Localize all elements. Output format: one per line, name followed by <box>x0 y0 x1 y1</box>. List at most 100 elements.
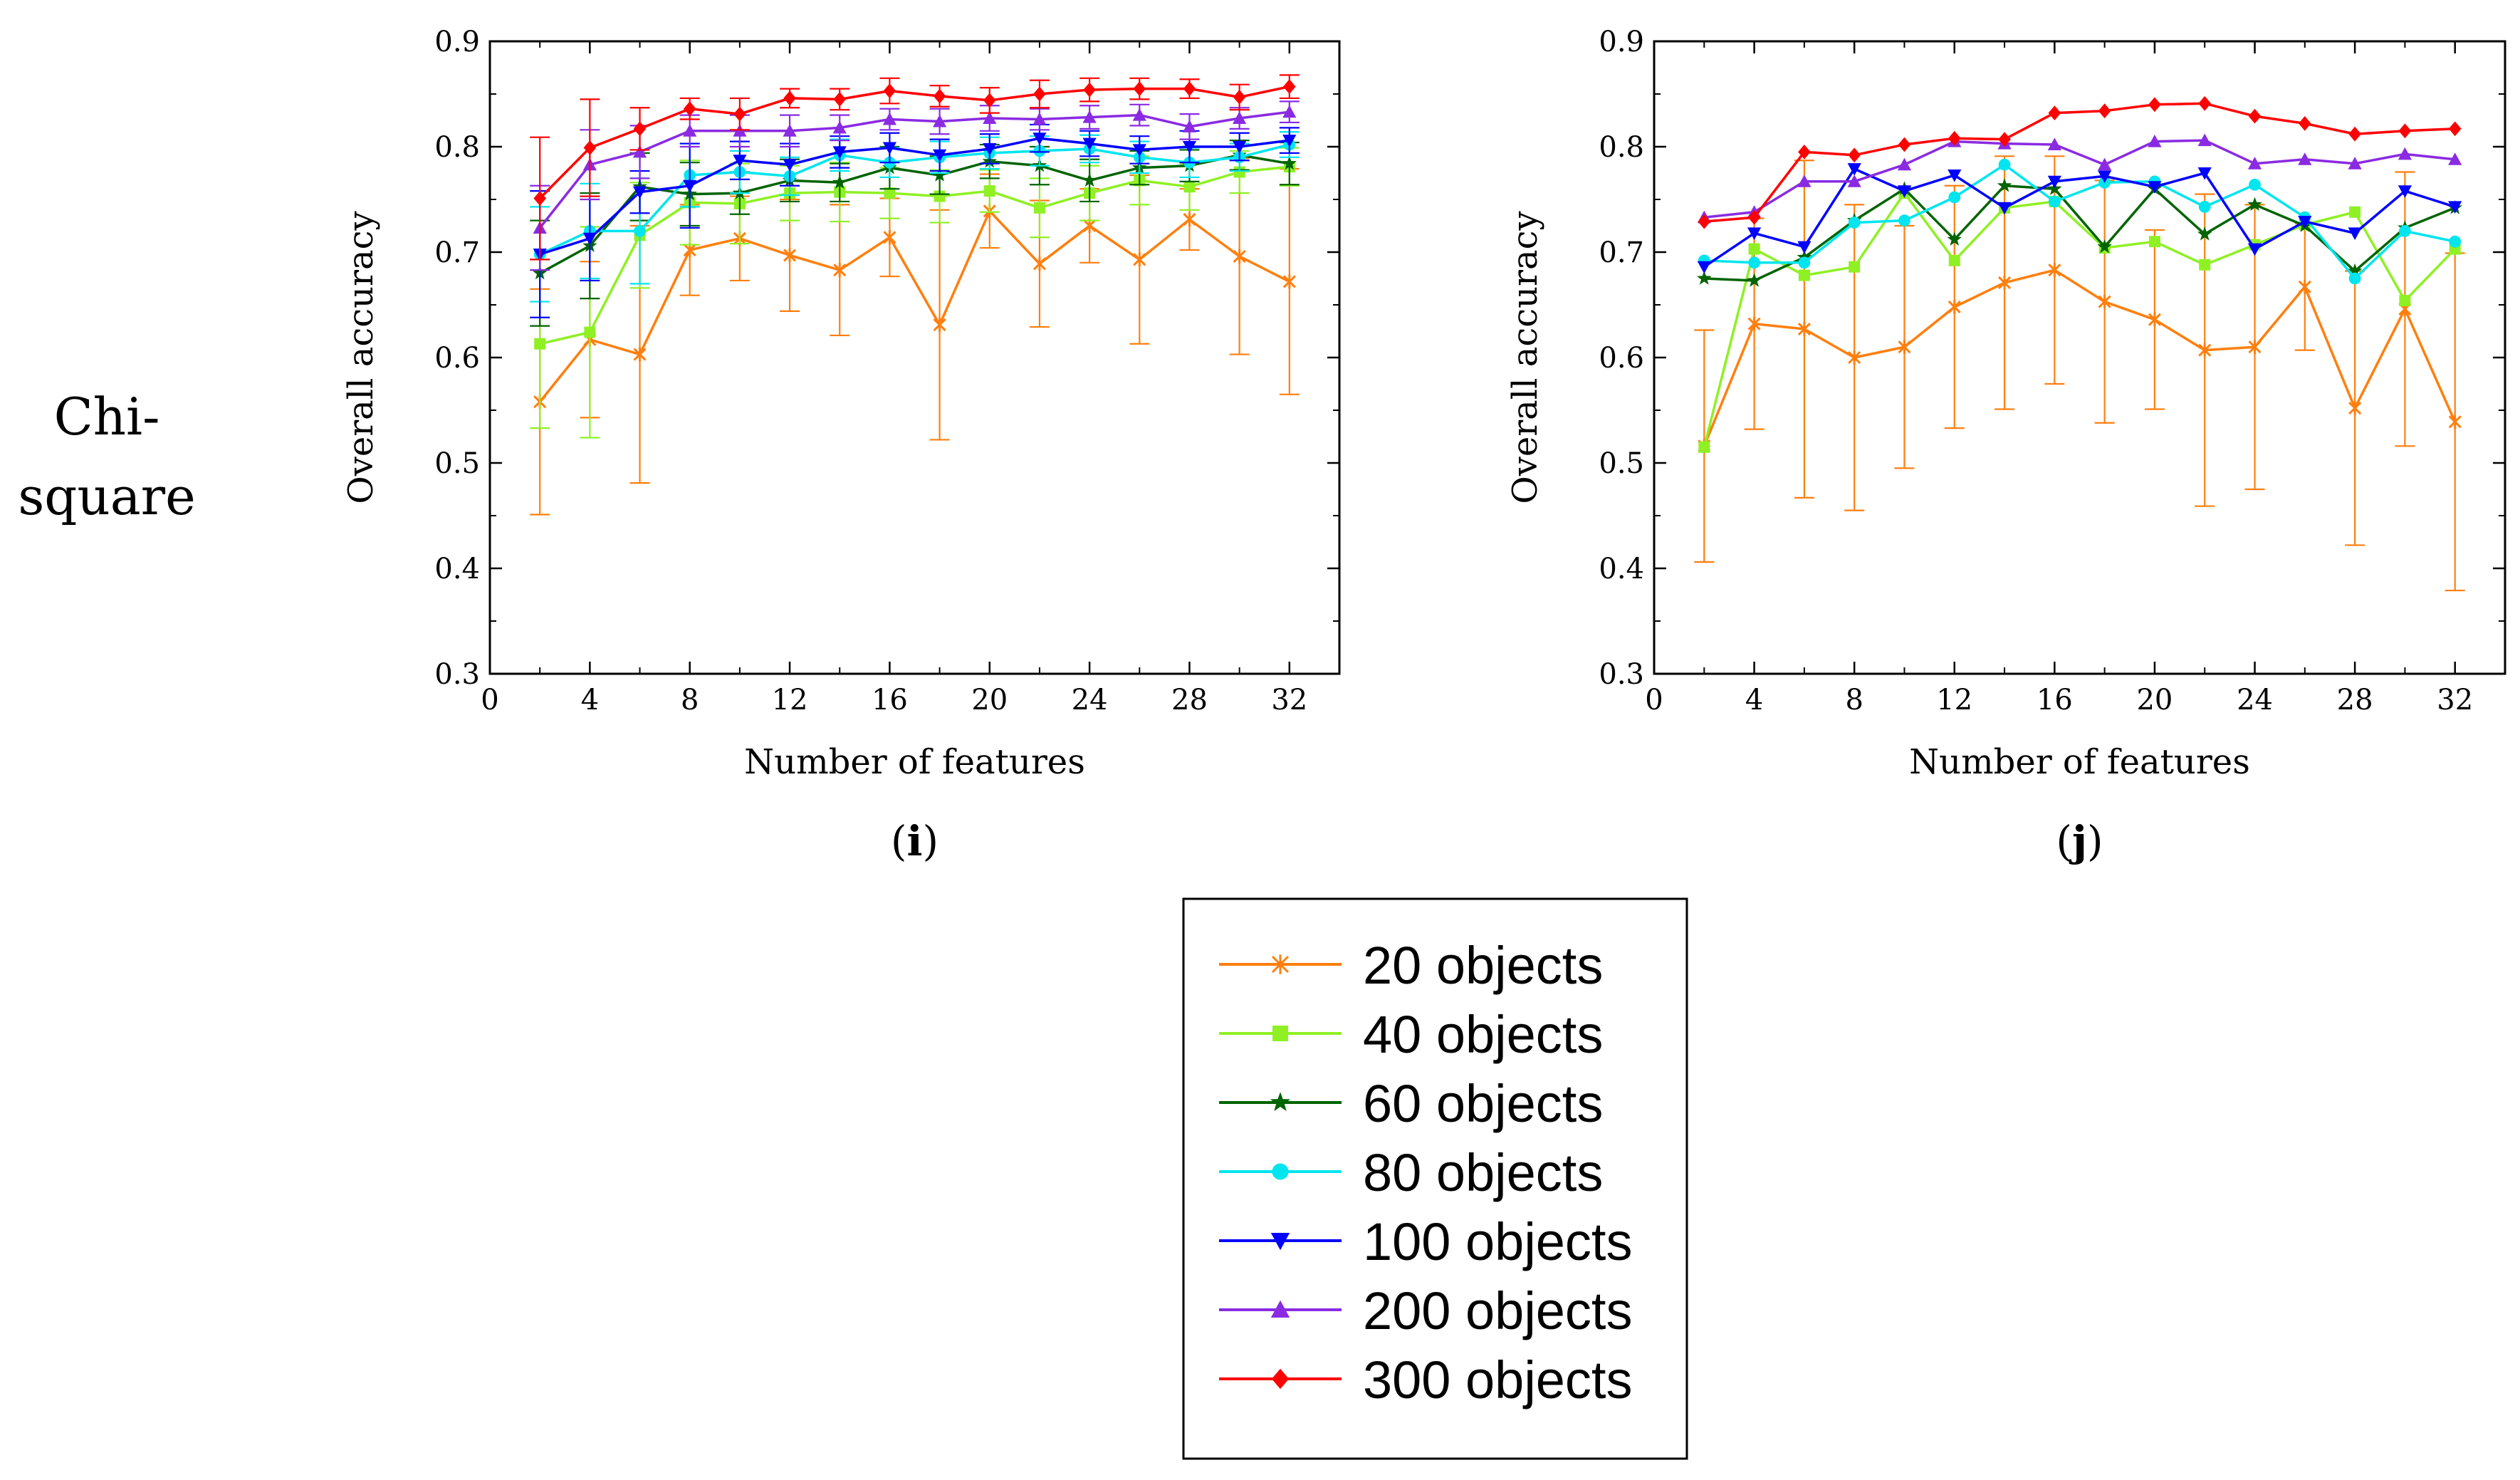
data-point <box>832 174 847 189</box>
panel-letter: i <box>906 817 922 865</box>
panel-label: (i) <box>891 817 939 865</box>
data-point <box>2048 105 2061 120</box>
series-line <box>539 154 1290 275</box>
data-point <box>2148 181 2162 194</box>
y-tick-label: 0.9 <box>434 26 480 58</box>
data-point <box>2247 197 2262 212</box>
data-point <box>1997 178 2012 192</box>
x-tick-label: 28 <box>1171 684 1208 716</box>
data-point <box>2098 170 2112 183</box>
series-line <box>538 209 1290 403</box>
data-point <box>2148 135 2162 147</box>
plot-frame <box>488 40 1341 675</box>
series-line <box>1704 102 2455 223</box>
data-point <box>933 318 946 333</box>
data-point <box>1798 145 1811 160</box>
data-point <box>2098 157 2112 171</box>
series-line <box>538 110 1290 229</box>
data-point <box>1697 261 1711 274</box>
data-point <box>2448 415 2462 429</box>
data-point <box>632 186 647 199</box>
data-point <box>1847 163 1861 176</box>
data-point <box>1747 209 1761 225</box>
data-point <box>1947 231 1962 246</box>
series-line <box>539 165 1290 345</box>
data-point <box>1947 170 1962 182</box>
data-point <box>2398 147 2412 160</box>
data-point <box>983 143 997 156</box>
y-axis-label: Overall accuracy <box>1505 211 1545 504</box>
y-tick-label: 0.8 <box>1599 131 1644 164</box>
y-tick-label: 0.5 <box>434 447 480 480</box>
data-point <box>2249 178 2261 191</box>
data-point <box>1697 271 1712 285</box>
data-point <box>933 114 947 127</box>
data-point <box>884 187 896 199</box>
x-tick-label: 4 <box>581 684 599 716</box>
data-point <box>1182 141 1197 154</box>
legend-marker <box>1270 1092 1291 1111</box>
data-point <box>1083 82 1096 98</box>
data-point <box>1082 110 1097 123</box>
data-point <box>983 111 997 124</box>
series-200-objects <box>1697 133 2462 224</box>
legend-label: 60 objects <box>1363 1074 1603 1133</box>
data-point <box>833 92 846 107</box>
legend-marker <box>1270 1233 1290 1251</box>
data-point <box>1282 274 1296 289</box>
data-point <box>2148 97 2161 113</box>
data-point <box>2048 263 2061 278</box>
series-line <box>539 143 1290 256</box>
legend-label: 20 objects <box>1363 936 1603 995</box>
x-tick-label: 32 <box>2437 684 2473 716</box>
data-point <box>882 112 896 125</box>
data-point <box>783 248 797 263</box>
legend-marker <box>1271 1368 1290 1390</box>
legend-marker <box>1270 1300 1290 1318</box>
data-point <box>932 167 947 182</box>
data-point <box>582 232 597 246</box>
data-point <box>733 155 747 167</box>
data-point <box>1848 350 1861 365</box>
data-point <box>633 347 647 362</box>
data-point <box>2348 157 2362 170</box>
series-300-objects <box>1698 95 2462 229</box>
legend-entry: 80 objects <box>1219 1143 1603 1202</box>
data-point <box>1998 132 2011 147</box>
row-label-line-1: Chi- <box>54 387 160 447</box>
data-point <box>1282 135 1297 147</box>
data-point <box>1032 256 1047 271</box>
data-point <box>1998 158 2011 171</box>
x-tick-label: 0 <box>1645 684 1663 716</box>
series-line <box>1703 269 2457 447</box>
data-point <box>2347 263 2363 278</box>
data-point <box>933 149 947 162</box>
y-tick-label: 0.4 <box>434 553 480 585</box>
chart-panel-i: 0 4 8 12 16 20 24 28 32 0.3 0.4 0.5 0.6 0.7 0.8 0.9 Numb… <box>341 26 1341 865</box>
data-point <box>2148 312 2162 327</box>
data-point <box>2097 239 2112 254</box>
data-point <box>1082 172 1097 187</box>
y-tick-label: 0.9 <box>1599 26 1644 58</box>
data-point <box>1283 79 1296 94</box>
data-point <box>2248 108 2262 124</box>
data-point <box>1132 108 1146 121</box>
data-point <box>1897 157 1912 171</box>
data-point <box>1233 90 1246 105</box>
y-tick-label: 0.7 <box>434 236 480 269</box>
data-point <box>2349 206 2361 218</box>
data-point <box>2299 116 2311 131</box>
data-point <box>1747 227 1762 240</box>
series-line <box>1704 139 2455 219</box>
series-40-objects <box>1698 187 2461 453</box>
series-line <box>1704 163 2456 280</box>
data-point <box>1997 275 2012 290</box>
data-point <box>1797 322 1811 337</box>
data-point <box>1082 137 1097 151</box>
data-point <box>2399 225 2411 237</box>
legend-entry: 300 objects <box>1219 1350 1633 1409</box>
data-point <box>1182 120 1197 132</box>
y-tick-label: 0.3 <box>1599 658 1644 691</box>
data-point <box>2398 185 2412 198</box>
